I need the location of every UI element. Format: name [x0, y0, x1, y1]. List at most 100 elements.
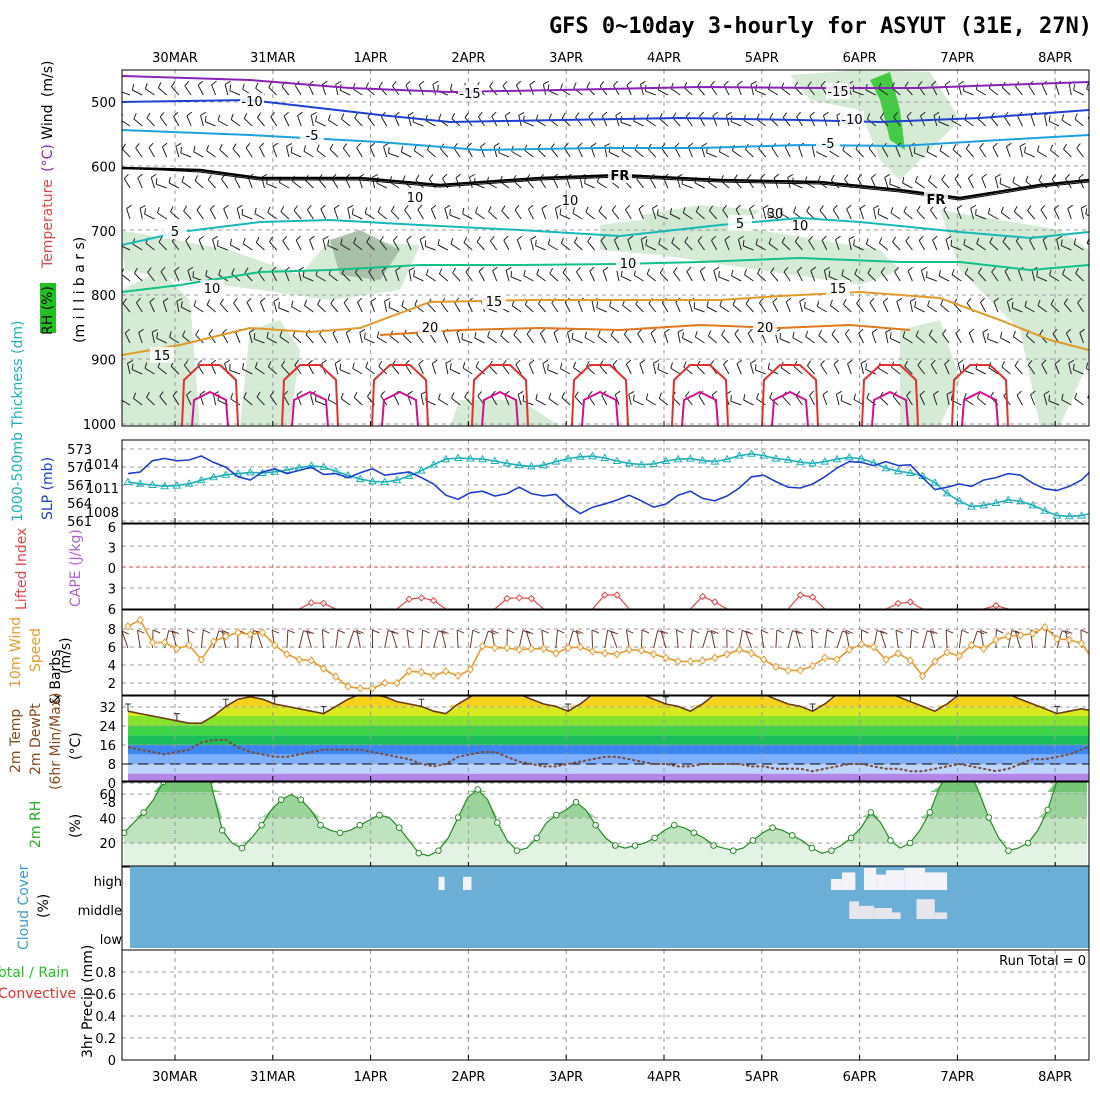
- wind-barb: [575, 271, 583, 282]
- wind-barb: [224, 84, 229, 96]
- wind-barb: [880, 272, 889, 282]
- precip-panel: 0.80.60.40.20 Total / Rain Convective 3h…: [0, 945, 1090, 1069]
- wind-barb: [892, 241, 901, 251]
- wind-barb-flag: [334, 359, 341, 364]
- wind-barb-flag: [449, 209, 451, 216]
- wind-barb: [609, 305, 620, 313]
- wind-barb-flag: [322, 235, 329, 240]
- lifted-index-line: [787, 594, 826, 609]
- wind-barb-flag: [718, 271, 720, 278]
- wind10m-barb: [738, 630, 743, 649]
- wind-barb: [853, 244, 864, 251]
- wind-barb: [406, 239, 412, 251]
- wind-barb-flag: [438, 268, 443, 275]
- wind-barb: [456, 332, 461, 344]
- temp-minmax-label: (6hr Min/Max): [48, 693, 64, 790]
- rh2m-point: [828, 847, 835, 854]
- wind-barb-flag: [1002, 236, 1007, 242]
- wind-barb-flag: [321, 359, 327, 365]
- contour-label: -10: [841, 113, 862, 128]
- wind-barb-flag: [233, 298, 238, 304]
- wind-barb: [757, 273, 767, 282]
- wind-barb: [230, 244, 241, 251]
- temperature-label: Temperature (°C) Wind (m/s): [40, 60, 56, 269]
- rh2m-point: [749, 837, 757, 844]
- wind-barb: [369, 146, 375, 158]
- pressure-tick: 800: [91, 289, 116, 304]
- wind10m-barb-flag: [930, 630, 938, 634]
- lifted-index-point: [796, 591, 805, 599]
- wind-barb-flag: [394, 111, 400, 117]
- wind-barb-flag: [573, 236, 578, 243]
- top-date-label: 3APR: [549, 51, 583, 66]
- thickness-line-point: [1077, 511, 1086, 519]
- wind10m-barb-flag: [406, 629, 415, 634]
- wind-barb-flag: [1024, 300, 1027, 307]
- wind-barb-flag: [535, 239, 537, 246]
- wind-barb-flag: [780, 207, 783, 214]
- contour-label: 20: [757, 321, 774, 336]
- wind-barb: [1050, 149, 1060, 158]
- wind-barb-flag: [611, 205, 617, 211]
- contour-30-lobe: [771, 390, 809, 426]
- wind-barb: [255, 367, 265, 375]
- wind-barb: [869, 302, 877, 313]
- contour-label: 5: [171, 225, 179, 240]
- rh2m-point: [513, 847, 521, 854]
- wind-barb: [511, 151, 522, 158]
- wind-barb: [168, 182, 180, 189]
- wind-barb: [597, 181, 608, 189]
- wind-barb-flag: [821, 235, 827, 241]
- wind-barb: [940, 304, 950, 313]
- wind-barb: [187, 270, 192, 282]
- wind-barb-flag: [1092, 174, 1097, 177]
- wind-barb: [745, 303, 754, 313]
- wind-barb-flag: [600, 235, 606, 242]
- wind-barb: [805, 336, 815, 344]
- wind-barb-flag: [466, 142, 472, 148]
- wind-barb-flag: [957, 359, 964, 364]
- wind-barb-flag: [833, 359, 839, 365]
- wind-barb-flag: [548, 392, 552, 399]
- run-total: Run Total = 0: [999, 954, 1086, 969]
- wind-barb-flag: [241, 208, 244, 215]
- wind-barb: [721, 334, 730, 344]
- wind-barb: [475, 212, 485, 220]
- wind-barb-flag: [1030, 390, 1036, 396]
- wind-barb: [295, 239, 302, 251]
- contour-label-bg: [616, 255, 640, 271]
- wind-barb: [541, 208, 547, 220]
- wind-barb-flag: [513, 329, 518, 336]
- wind-barb-flag: [359, 328, 366, 333]
- temperature-band: [128, 735, 1089, 745]
- wind10m-speed-point: [381, 678, 389, 688]
- wind-barb-flag: [428, 174, 434, 180]
- rh2m-point: [808, 844, 816, 852]
- wind-barb-flag: [504, 111, 511, 117]
- middle-cloud-block: [859, 905, 874, 919]
- wind-barb-flag: [204, 115, 207, 122]
- temperature-band: [128, 754, 1089, 764]
- wind-barb-flag: [626, 359, 632, 365]
- wind-barb: [732, 150, 742, 158]
- wind10m-barb-flag: [961, 629, 970, 634]
- wind10m-barb-flag: [980, 629, 988, 634]
- wind-barb-flag: [491, 111, 497, 117]
- thickness-line-point: [221, 470, 231, 478]
- wind-barb-flag: [198, 235, 205, 241]
- wind-barb-flag: [945, 235, 952, 240]
- wind10m-barb: [660, 630, 667, 649]
- wind-barb: [173, 270, 180, 282]
- wind-barb: [1050, 304, 1060, 313]
- wind-barb-flag: [1014, 360, 1019, 367]
- wind-barb: [1002, 241, 1011, 251]
- wind-barb: [578, 301, 583, 313]
- wind-barb: [515, 364, 522, 375]
- thickness-line-point: [270, 467, 280, 475]
- wind-barb: [438, 398, 449, 406]
- wind-barb: [646, 273, 656, 282]
- wind-barb-flag: [966, 298, 972, 304]
- wind10m-speed-point: [992, 635, 1000, 645]
